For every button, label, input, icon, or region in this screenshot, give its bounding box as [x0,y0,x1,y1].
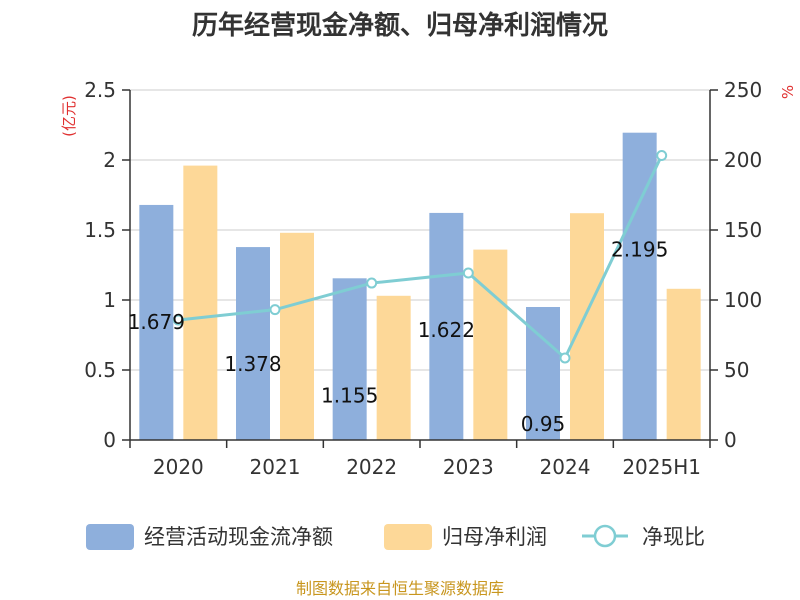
bar-operating-cashflow [236,247,270,440]
x-tick-label: 2021 [250,455,301,479]
bar-net-profit [376,295,411,440]
left-tick-label: 0 [103,428,116,452]
legend-swatch [384,524,432,550]
data-labels: 1.679 1.378 1.155 1.622 0.95 2.195 [128,238,669,436]
bar-operating-cashflow [139,204,174,440]
cashflow-data-label: 1.679 [128,310,185,334]
cashflow-data-label: 2.195 [611,238,668,262]
x-tick-label: 2020 [153,455,204,479]
legend-item-operating-cashflow: 经营活动现金流净额 [86,524,333,550]
ratio-point [462,267,474,279]
ratio-line-series [172,150,668,364]
bar-net-profit [183,165,218,440]
legend-label: 净现比 [642,525,705,549]
x-tick-label: 2022 [346,455,397,479]
grid-lines [130,89,710,371]
left-tick-label: 1.5 [84,218,116,242]
legend-label: 归母净利润 [442,525,547,549]
legend: 经营活动现金流净额 归母净利润 净现比 [86,524,705,550]
bar-operating-cashflow [429,212,464,440]
left-tick-label: 2 [103,148,116,172]
legend-label: 经营活动现金流净额 [144,525,333,549]
right-tick-label: 0 [724,428,737,452]
bar-net-profit [666,288,701,440]
right-tick-label: 100 [724,288,762,312]
left-tick-label: 2.5 [84,78,116,102]
right-tick-label: 150 [724,218,762,242]
legend-item-ratio: 净现比 [582,524,705,549]
cashflow-data-label: 1.155 [321,383,378,407]
bar-operating-cashflow [332,278,367,440]
legend-swatch-marker [593,524,617,548]
ratio-point [172,314,184,326]
chart-title: 历年经营现金净额、归母净利润情况 [192,10,608,41]
bar-net-profit [280,232,314,440]
legend-swatch [86,524,134,550]
right-tick-label: 200 [724,148,762,172]
x-tick-label: 2023 [443,455,494,479]
x-tick-label: 2025H1 [622,455,701,479]
cashflow-data-label: 1.378 [224,352,281,376]
bar-series [139,132,701,440]
right-tick-label: 50 [724,358,749,382]
bar-operating-cashflow [622,132,657,440]
ratio-point [269,304,281,316]
left-tick-label: 1 [103,288,116,312]
left-tick-label: 0.5 [84,358,116,382]
left-axis-unit: (亿元) [60,95,78,137]
bar-net-profit [570,213,604,440]
bar-net-profit [473,249,508,440]
right-axis-unit: % [779,85,797,99]
ratio-point [366,277,378,289]
ratio-point [656,150,668,162]
cashflow-data-label: 1.622 [418,318,475,342]
legend-item-net-profit: 归母净利润 [384,524,547,550]
source-note: 制图数据来自恒生聚源数据库 [296,579,504,598]
ratio-point [559,352,571,364]
axes: 0 0.5 1 1.5 2 2.5 0 50 100 150 200 250 2020 2021 2022 2… [60,78,797,479]
x-tick-label: 2024 [540,455,591,479]
right-tick-label: 250 [724,78,762,102]
cashflow-data-label: 0.95 [521,412,566,436]
ratio-line [178,154,664,361]
